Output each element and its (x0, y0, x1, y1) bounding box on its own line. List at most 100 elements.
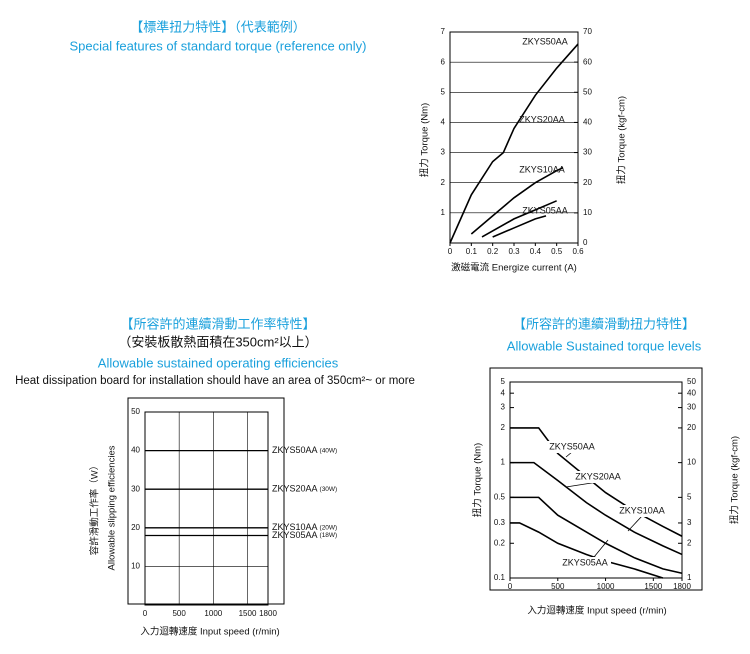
line (510, 522, 664, 579)
x-tick-label: 1000 (204, 609, 222, 618)
chart-frame (489, 367, 703, 591)
y-tick-label: 6 (441, 57, 446, 66)
y-tick-label: 1 (501, 458, 506, 467)
y-tick-label: 0.1 (494, 573, 506, 582)
y2-tick-label: 30 (583, 148, 592, 157)
y-tick-label: 2 (501, 423, 506, 432)
x-tick-label: 500 (172, 609, 186, 618)
leader-line (627, 515, 643, 532)
legend-label: ZKYS50AA (522, 36, 568, 46)
y2-axis-label: 扭力 Torque (kgf-cm) (729, 436, 741, 524)
x-axis-label: 激磁電流 Energize current (A) (451, 262, 577, 274)
y-tick-label: 30 (131, 484, 140, 493)
plot-frame (144, 411, 269, 606)
series-value-label: (20W) (320, 525, 338, 532)
y2-tick-label: 20 (687, 423, 696, 432)
x-axis-label: 入力迴轉速度 Input speed (r/min) (527, 605, 666, 617)
y2-tick-label: 60 (583, 57, 592, 66)
subtitle: （安裝板散熱面積在350cm²以上） (118, 334, 317, 349)
y-axis-label: 容許滑動工作率（W） (89, 461, 101, 555)
y2-tick-label: 50 (583, 87, 592, 96)
legend-label: ZKYS20AA (272, 484, 318, 494)
y2-tick-label: 50 (687, 377, 696, 386)
y2-tick-label: 40 (687, 388, 696, 397)
note: Heat dissipation board for installation … (15, 375, 415, 387)
y-axis-label: 扭力 Torque (Nm) (419, 103, 431, 177)
line (510, 461, 683, 556)
x-tick-label: 0.3 (508, 247, 520, 256)
y-tick-label: 3 (441, 148, 446, 157)
chart-frame (127, 397, 285, 605)
x-tick-label: 1500 (239, 609, 257, 618)
x-tick-label: 1800 (673, 582, 691, 591)
y2-tick-label: 0 (583, 238, 588, 247)
series-value-label: (30W) (320, 486, 338, 493)
legend-label: ZKYS50AA (549, 441, 595, 451)
y2-tick-label: 2 (687, 538, 692, 547)
y-tick-label: 1 (441, 208, 446, 217)
y2-tick-label: 10 (687, 458, 696, 467)
y-tick-label: 7 (441, 27, 446, 36)
x-tick-label: 0.5 (551, 247, 563, 256)
x-tick-label: 1000 (597, 582, 615, 591)
y-axis-label: Allowable slipping efficiencies (107, 445, 118, 570)
y-tick-label: 0.2 (494, 538, 506, 547)
y-tick-label: 5 (441, 87, 446, 96)
legend-label: ZKYS20AA (575, 471, 621, 481)
y-tick-label: 40 (131, 446, 140, 455)
y2-tick-label: 40 (583, 118, 592, 127)
legend-label: ZKYS20AA (519, 114, 565, 124)
x-tick-label: 1500 (644, 582, 662, 591)
title: 【所容許的連續滑動工作率特性】 (120, 316, 315, 331)
legend-label: ZKYS05AA (522, 205, 568, 215)
y2-axis-label: 扭力 Torque (kgf-cm) (616, 96, 628, 184)
y-tick-label: 10 (131, 562, 140, 571)
plot-frame (509, 381, 683, 579)
y-tick-label: 0.5 (494, 492, 506, 501)
legend-label: ZKYS10AA (519, 164, 565, 174)
y2-tick-label: 5 (687, 492, 692, 501)
y-tick-label: 5 (501, 377, 506, 386)
x-axis-label: 入力迴轉速度 Input speed (r/min) (140, 626, 279, 638)
y2-tick-label: 70 (583, 27, 592, 36)
line (449, 43, 579, 244)
subtitle: Allowable Sustained torque levels (507, 338, 702, 353)
legend-label: ZKYS05AA (272, 530, 318, 540)
subtitle: Special features of standard torque (ref… (69, 38, 366, 53)
x-tick-label: 0 (143, 609, 148, 618)
x-tick-label: 0 (508, 582, 513, 591)
legend-label: ZKYS10AA (272, 522, 318, 532)
y-axis-label: 扭力 Torque (Nm) (472, 443, 484, 517)
line (492, 215, 547, 238)
title: 【所容許的連續滑動扭力特性】 (513, 316, 695, 331)
series-value-label: (40W) (320, 447, 338, 454)
x-tick-label: 500 (551, 582, 565, 591)
x-tick-label: 0.2 (487, 247, 499, 256)
x-tick-label: 0.4 (530, 247, 542, 256)
x-tick-label: 1800 (259, 609, 277, 618)
y-tick-label: 20 (131, 523, 140, 532)
y-tick-label: 50 (131, 407, 140, 416)
legend-label: ZKYS50AA (272, 445, 318, 455)
series-value-label: (18W) (320, 532, 338, 539)
y2-tick-label: 3 (687, 518, 692, 527)
label-box (559, 557, 611, 569)
y2-tick-label: 10 (583, 208, 592, 217)
y-tick-label: 3 (501, 403, 506, 412)
y2-tick-label: 1 (687, 573, 692, 582)
y2-tick-label: 30 (687, 403, 696, 412)
y2-tick-label: 20 (583, 178, 592, 187)
title: 【標準扭力特性】（代表範例） (130, 19, 306, 34)
line (510, 427, 683, 537)
y-tick-label: 0.3 (494, 518, 506, 527)
line (481, 200, 557, 238)
x-tick-label: 0.6 (572, 247, 584, 256)
label-box (572, 471, 624, 483)
label-box (616, 505, 668, 517)
legend-label: ZKYS10AA (619, 505, 665, 515)
label-box (546, 441, 598, 453)
y-tick-label: 2 (441, 178, 446, 187)
x-tick-label: 0 (448, 247, 453, 256)
y-tick-label: 4 (441, 118, 446, 127)
